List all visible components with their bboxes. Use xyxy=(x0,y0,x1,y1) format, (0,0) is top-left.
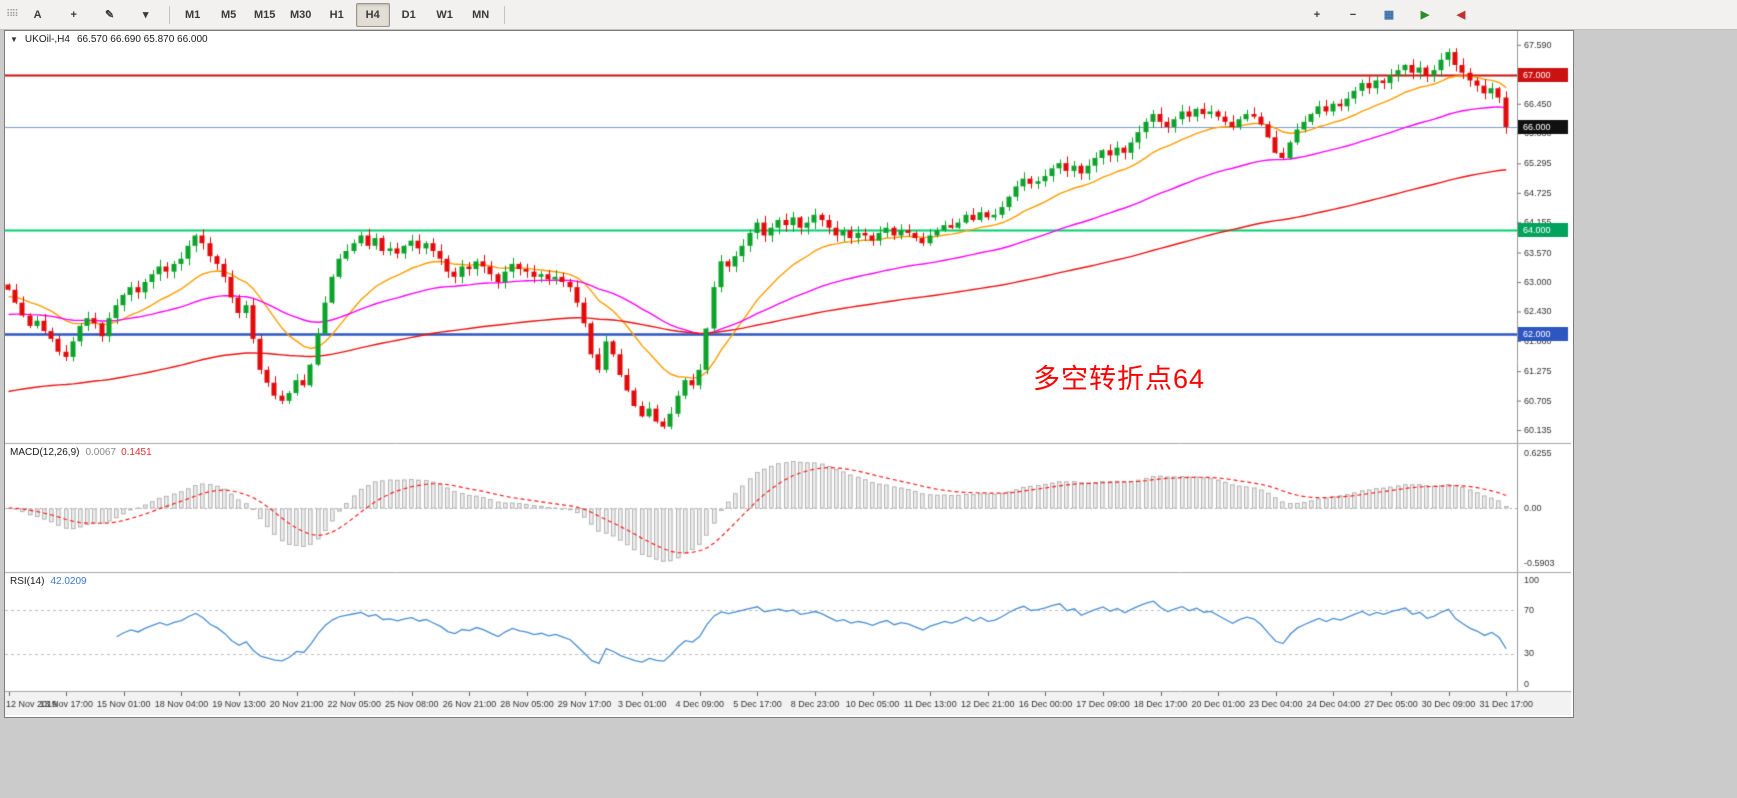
workspace: ▼ UKOil-,H4 66.570 66.690 65.870 66.000 … xyxy=(0,30,1737,797)
timeframe-button-m15[interactable]: M15 xyxy=(253,8,276,21)
symbol-dropdown-icon[interactable]: ▼ xyxy=(10,35,18,44)
timeframe-button-w1[interactable]: W1 xyxy=(436,8,453,21)
zoom-out-icon[interactable]: − xyxy=(1349,8,1357,21)
toolbar-drag-handle[interactable]: ⠿⠿ xyxy=(6,9,19,20)
chart-canvas[interactable] xyxy=(5,31,1571,715)
toolbar-separator xyxy=(168,5,170,24)
dropdown-arrow-icon[interactable]: ▾ xyxy=(142,9,149,21)
timeframe-button-m30[interactable]: M30 xyxy=(289,8,312,21)
text-tool-icon[interactable]: A xyxy=(33,8,42,21)
chart-shift-icon[interactable]: ◀ xyxy=(1456,9,1466,21)
timeframe-button-mn[interactable]: MN xyxy=(472,8,490,21)
chart-window: ▼ UKOil-,H4 66.570 66.690 65.870 66.000 … xyxy=(4,30,1574,718)
timeframe-button-h4[interactable]: H4 xyxy=(355,2,390,27)
timeframe-button-h1[interactable]: H1 xyxy=(329,8,344,21)
tile-windows-icon[interactable]: ▦ xyxy=(1383,9,1395,21)
toolbar-right-group: + − ▦ ▶ ◀ xyxy=(1300,3,1478,27)
crosshair-tool-icon[interactable]: + xyxy=(70,8,77,21)
timeframe-button-d1[interactable]: D1 xyxy=(401,8,416,21)
zoom-in-icon[interactable]: + xyxy=(1313,8,1321,21)
draw-tools-icon[interactable]: ✎ xyxy=(105,9,115,21)
top-toolbar: ⠿⠿ A + ✎ ▾ M1 M5 M15 M30 H1 H4 D1 W1 MN + − ▦ ▶ ◀ xyxy=(0,0,1737,30)
timeframe-button-m1[interactable]: M1 xyxy=(185,8,201,21)
timeframe-button-m5[interactable]: M5 xyxy=(221,8,237,21)
auto-scroll-icon[interactable]: ▶ xyxy=(1420,9,1430,21)
toolbar-separator xyxy=(503,5,505,24)
